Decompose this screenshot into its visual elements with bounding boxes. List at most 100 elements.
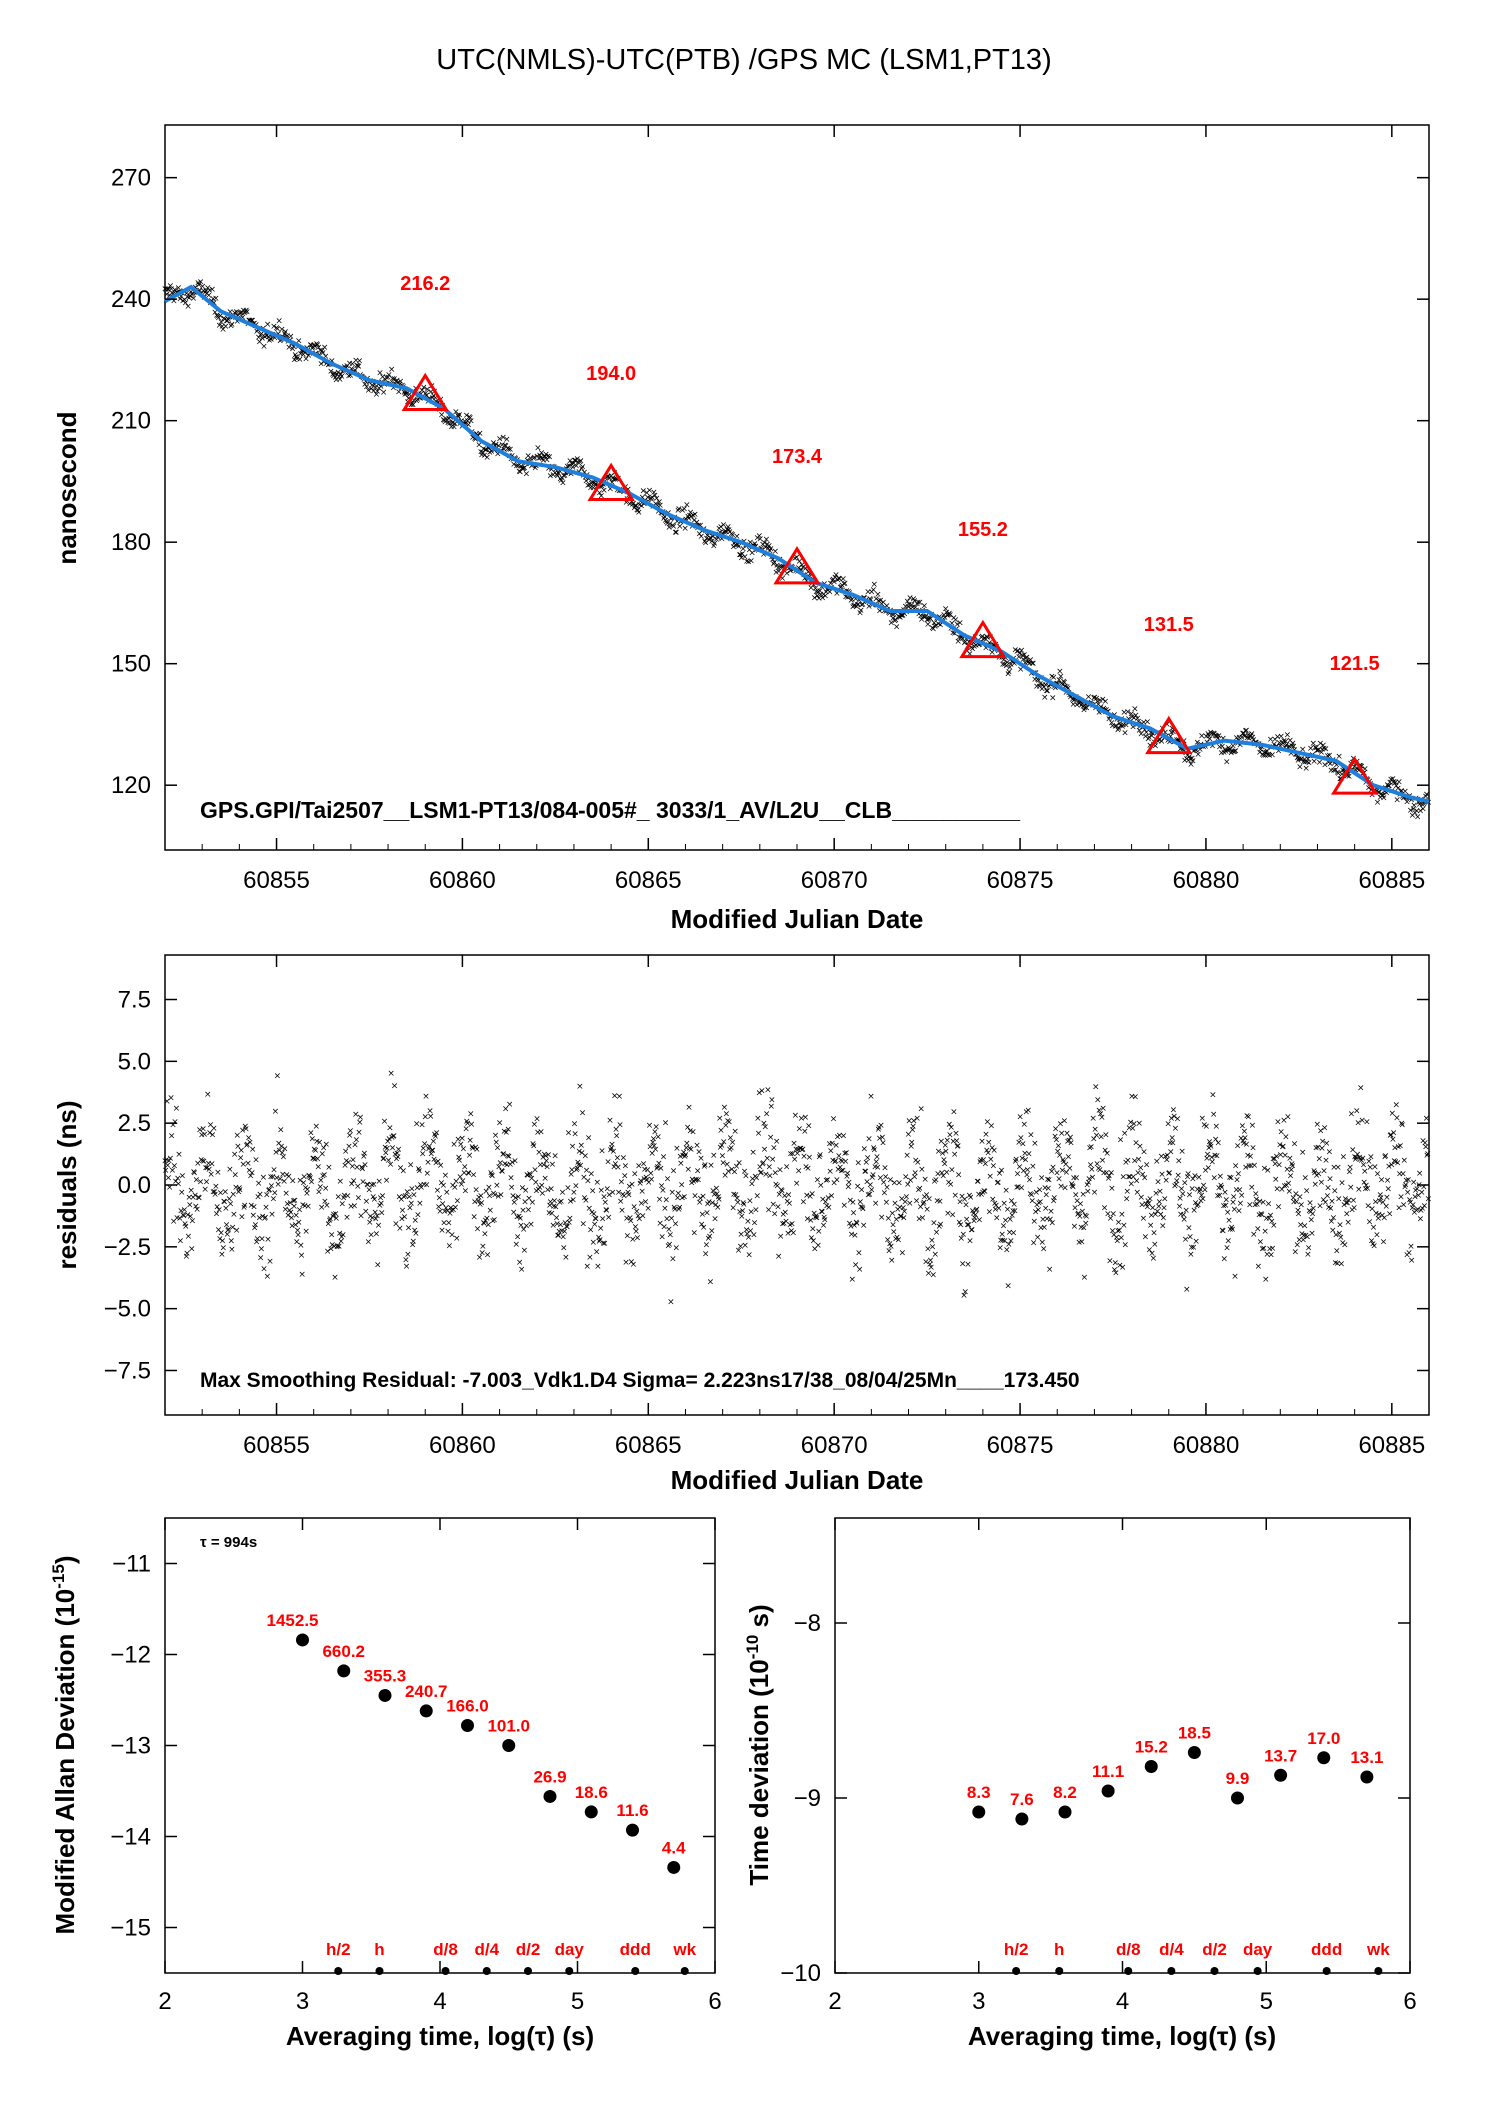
residual-point: ×: [741, 1241, 749, 1251]
data-point: ×: [1142, 732, 1150, 742]
residual-point: ×: [1338, 1260, 1346, 1270]
residual-point: ×: [220, 1197, 228, 1207]
data-point: ×: [599, 480, 607, 490]
data-point: ×: [1036, 682, 1044, 692]
data-point: ×: [916, 598, 924, 608]
residual-point: ×: [458, 1134, 466, 1144]
data-point: ×: [949, 628, 957, 638]
data-point: ×: [267, 335, 275, 345]
data-point: ×: [770, 560, 778, 570]
residual-point: ×: [964, 1260, 972, 1270]
data-point: ×: [1128, 713, 1136, 723]
residual-point: ×: [301, 1201, 309, 1211]
residual-point: ×: [404, 1250, 412, 1260]
data-point: ×: [717, 523, 725, 533]
data-point: ×: [233, 317, 241, 327]
residual-point: ×: [213, 1202, 221, 1212]
data-point: ×: [1194, 750, 1202, 760]
data-point: ×: [223, 317, 231, 327]
residual-point: ×: [575, 1147, 583, 1157]
residual-point: ×: [593, 1247, 601, 1257]
data-point: ×: [921, 602, 929, 612]
year-marker-triangle: [959, 619, 1007, 659]
data-point: ×: [1409, 811, 1417, 821]
data-point: ×: [854, 600, 862, 610]
data-point: ×: [486, 448, 494, 458]
residual-point: ×: [300, 1179, 308, 1189]
residual-point: ×: [764, 1085, 772, 1095]
residual-point: ×: [772, 1180, 780, 1190]
residual-point: ×: [262, 1213, 270, 1223]
residual-point: ×: [232, 1183, 240, 1193]
residual-point: ×: [757, 1168, 765, 1178]
data-point: ×: [817, 590, 825, 600]
residual-point: ×: [929, 1271, 937, 1281]
residual-point: ×: [1209, 1091, 1217, 1101]
data-point: ×: [1042, 680, 1050, 690]
residual-point: ×: [1051, 1194, 1059, 1204]
residual-point: ×: [792, 1145, 800, 1155]
data-point: ×: [959, 635, 967, 645]
data-point: ×: [167, 284, 175, 294]
residual-point: ×: [535, 1148, 543, 1158]
data-point: ×: [267, 335, 275, 345]
residual-point: ×: [1321, 1124, 1329, 1134]
y-tick-label: −8: [794, 1610, 821, 1637]
data-point: ×: [730, 539, 738, 549]
residual-point: ×: [557, 1197, 565, 1207]
residual-point: ×: [693, 1175, 701, 1185]
data-point: ×: [1276, 738, 1284, 748]
data-point: ×: [639, 493, 647, 503]
data-point: ×: [962, 635, 970, 645]
data-point: ×: [270, 322, 278, 332]
residual-point: ×: [746, 1197, 754, 1207]
residual-point: ×: [393, 1154, 401, 1164]
residual-point: ×: [212, 1182, 220, 1192]
data-point: ×: [176, 294, 184, 304]
data-point: ×: [654, 501, 662, 511]
residual-point: ×: [868, 1186, 876, 1196]
data-point: ×: [531, 453, 539, 463]
residual-point: ×: [842, 1157, 850, 1167]
residual-point: ×: [590, 1210, 598, 1220]
data-point: ×: [451, 419, 459, 429]
data-point: ×: [291, 350, 299, 360]
data-point: ×: [1277, 732, 1285, 742]
residual-point: ×: [205, 1159, 213, 1169]
interval-marker: [1253, 1967, 1262, 1975]
residual-point: ×: [395, 1193, 403, 1203]
residual-point: ×: [275, 1139, 283, 1149]
data-point: ×: [1071, 695, 1079, 705]
data-point: ×: [476, 429, 484, 439]
data-point: ×: [604, 472, 612, 482]
residual-point: ×: [1255, 1262, 1263, 1272]
residual-point: ×: [433, 1129, 441, 1139]
data-point: ×: [228, 320, 236, 330]
residual-point: ×: [327, 1215, 335, 1225]
data-point: ×: [1148, 732, 1156, 742]
data-point: ×: [709, 532, 717, 542]
data-point: ×: [462, 419, 470, 429]
data-point: ×: [1223, 757, 1231, 767]
data-point: ×: [385, 371, 393, 381]
residual-point: ×: [208, 1160, 216, 1170]
data-point: ×: [1240, 729, 1248, 739]
data-point: ×: [1320, 744, 1328, 754]
residual-point: ×: [596, 1235, 604, 1245]
residual-point: ×: [879, 1139, 887, 1149]
residual-point: ×: [343, 1156, 351, 1166]
data-point: ×: [983, 633, 991, 643]
data-point: ×: [888, 618, 896, 628]
residual-point: ×: [548, 1209, 556, 1219]
residual-point: ×: [713, 1189, 721, 1199]
data-point: ×: [1189, 757, 1197, 767]
residual-point: ×: [613, 1131, 621, 1141]
data-point: ×: [610, 475, 618, 485]
residual-point: ×: [744, 1217, 752, 1227]
residual-point: ×: [547, 1197, 555, 1207]
data-point: ×: [1009, 656, 1017, 666]
data-point: ×: [1405, 794, 1413, 804]
residual-point: ×: [693, 1141, 701, 1151]
interval-marker-label: day: [1243, 1940, 1273, 1959]
residual-point: ×: [636, 1179, 644, 1189]
